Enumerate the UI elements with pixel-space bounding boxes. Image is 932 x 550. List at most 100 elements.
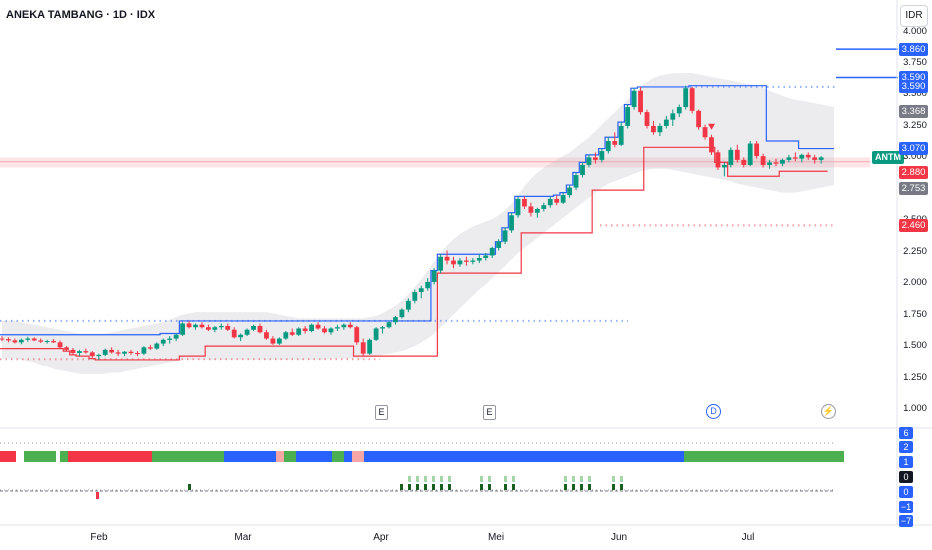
candle-body: [728, 149, 734, 165]
candle-body: [509, 215, 514, 231]
candle-body: [522, 198, 527, 207]
candle-body: [554, 198, 560, 203]
candle-body: [657, 125, 663, 133]
candle-body: [44, 341, 50, 343]
histogram-bar: [400, 484, 403, 490]
trend-segment: [684, 451, 844, 462]
candle-body: [676, 107, 682, 114]
histogram-bar: [440, 476, 443, 482]
candle-body: [244, 329, 250, 335]
candle-body: [631, 90, 637, 108]
candle-body: [141, 347, 147, 354]
candle-body: [747, 143, 753, 165]
candle-body: [70, 349, 76, 354]
candle-body: [25, 338, 31, 340]
candle-body: [734, 149, 740, 160]
y-tick-label: 3.750: [903, 57, 927, 69]
down-arrow-marker: [708, 123, 715, 130]
candle-body: [412, 291, 418, 301]
candle-body: [270, 338, 276, 344]
dividend-marker[interactable]: D: [706, 404, 721, 419]
candle-body: [663, 119, 669, 126]
currency-button[interactable]: IDR: [900, 5, 928, 27]
candle-body: [451, 260, 456, 265]
histogram-bar: [424, 484, 427, 490]
candle-body: [612, 141, 618, 145]
y-tick-label: 1.000: [903, 403, 927, 414]
candle-body: [683, 88, 689, 108]
candle-body: [425, 281, 431, 289]
candle-body: [193, 324, 198, 328]
earnings-marker[interactable]: E: [375, 405, 388, 420]
histogram-bar: [620, 484, 623, 490]
histogram-bar: [188, 484, 191, 490]
candle-body: [109, 349, 115, 353]
candle-body: [335, 327, 340, 329]
candle-body: [302, 328, 308, 331]
candle-body: [651, 125, 656, 133]
candle-body: [818, 157, 824, 160]
histogram-bar: [612, 484, 615, 490]
y-tick-label: 2.000: [903, 277, 927, 289]
indicator-value-tag: 0: [899, 471, 913, 483]
candle-body: [96, 354, 102, 357]
histogram-bar: [504, 484, 507, 490]
candle-body: [147, 347, 153, 349]
candle-body: [167, 338, 173, 340]
candle-body: [405, 300, 411, 310]
histogram-bar: [580, 484, 583, 490]
candle-body: [418, 288, 424, 292]
symbol-tag: ANTM: [872, 151, 904, 164]
price-tag: 2.880: [899, 165, 928, 179]
trend-segment: [296, 451, 332, 462]
candle-body: [792, 157, 798, 159]
candle-body: [186, 323, 192, 328]
candle-body: [715, 152, 721, 168]
candle-body: [689, 88, 695, 111]
price-tag: 3.860: [899, 42, 928, 56]
bollinger-band-fill: [2, 73, 835, 374]
highlight-zone: [0, 157, 870, 168]
candle-body: [502, 230, 508, 242]
candle-body: [786, 157, 792, 160]
trend-segment: [224, 451, 276, 462]
candle-body: [51, 341, 56, 343]
histogram-bar: [480, 484, 483, 490]
x-tick-label: Mei: [487, 532, 505, 543]
candle-body: [199, 324, 205, 328]
trend-segment: [284, 451, 296, 462]
candle-body: [760, 156, 766, 165]
x-tick-label: Feb: [90, 532, 108, 543]
histogram-bar: [480, 476, 483, 482]
candle-body: [6, 339, 11, 341]
histogram-bar: [572, 476, 575, 482]
candle-body: [722, 164, 727, 168]
y-tick-label: 3.250: [903, 119, 927, 131]
candle-body: [38, 340, 44, 342]
candle-body: [515, 198, 521, 216]
x-tick-label: Jun: [610, 532, 628, 543]
earnings-marker[interactable]: E: [483, 405, 496, 420]
candle-body: [618, 125, 624, 145]
histogram-bar: [564, 476, 567, 482]
candle-body: [122, 351, 127, 354]
candle-body: [573, 174, 579, 188]
candle-body: [12, 340, 18, 343]
x-tick-label: Mar: [234, 532, 252, 543]
trend-segment: [344, 451, 352, 462]
candle-body: [154, 343, 160, 349]
candle-body: [367, 339, 373, 354]
candle-body: [315, 324, 321, 329]
candle-body: [644, 112, 650, 126]
candle-body: [212, 327, 218, 330]
candle-body: [257, 325, 263, 333]
flash-icon[interactable]: ⚡: [821, 404, 836, 419]
candle-body: [670, 113, 676, 120]
histogram-bar: [588, 476, 591, 482]
trend-segment: [364, 451, 684, 462]
candle-body: [57, 342, 63, 348]
histogram-bar: [488, 476, 491, 482]
candle-body: [283, 332, 289, 339]
candle-body: [83, 351, 89, 353]
